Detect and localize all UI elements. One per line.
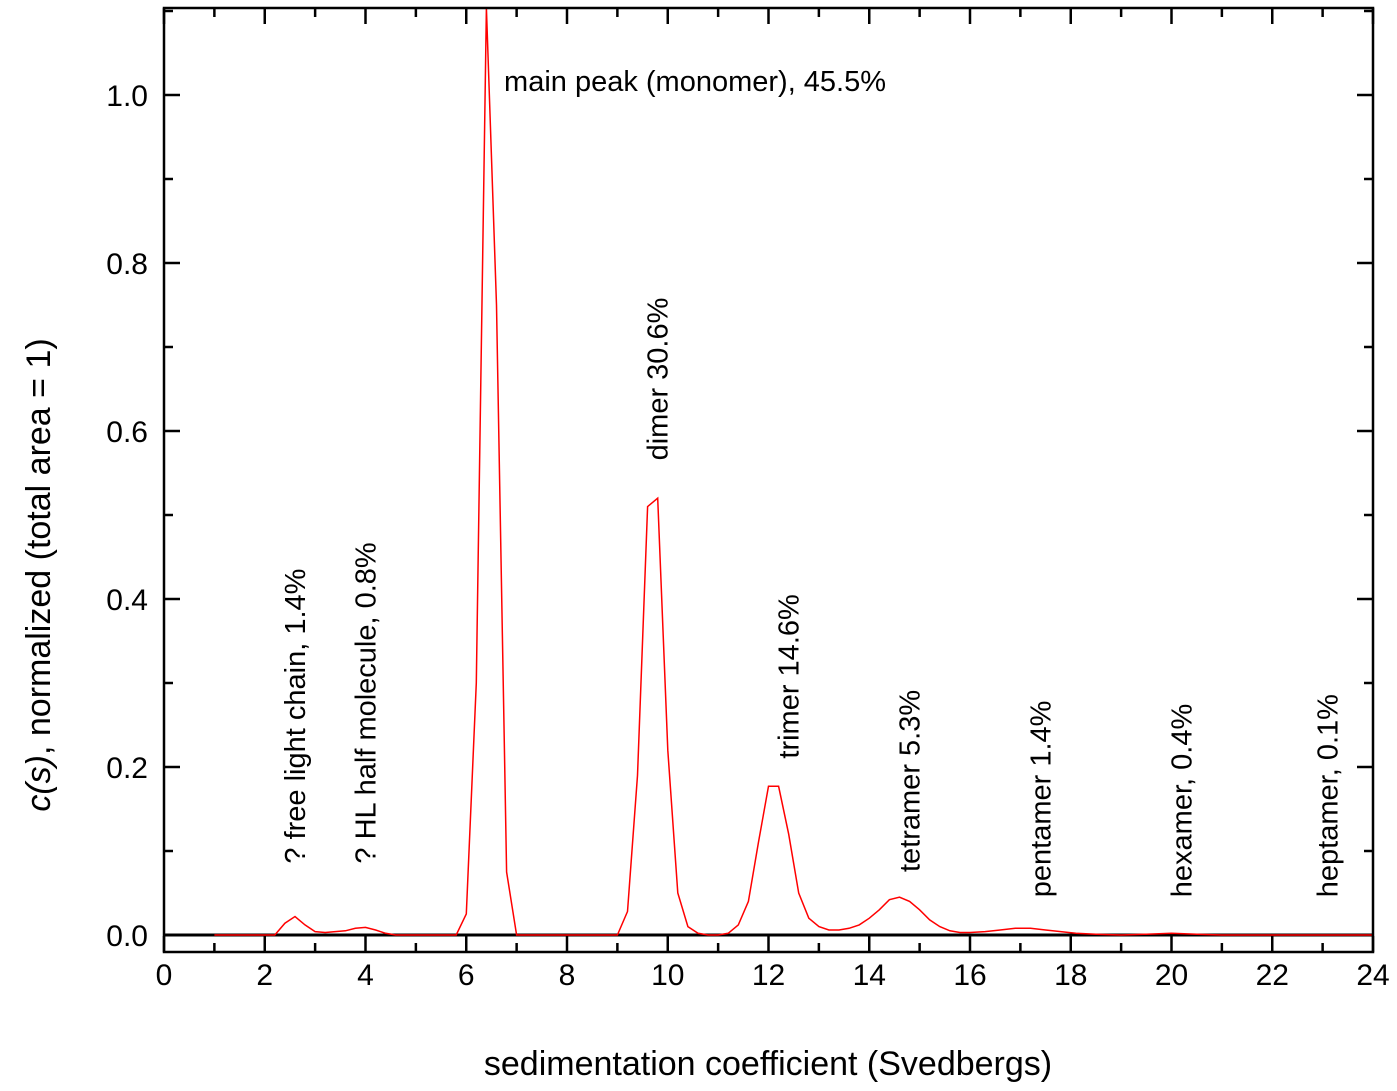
peak-annotations: main peak (monomer), 45.5% ? free light c… — [280, 66, 1345, 897]
y-tick-label: 0.0 — [106, 920, 148, 953]
x-tick-label: 20 — [1155, 959, 1188, 992]
peak-annotation: dimer 30.6% — [643, 298, 675, 461]
y-tick-label: 0.4 — [106, 584, 148, 617]
peak-annotation: ? free light chain, 1.4% — [280, 569, 312, 864]
y-axis-label-rest: , normalized (total area = 1) — [20, 338, 58, 755]
series-line — [214, 7, 1373, 936]
y-tick-label: 0.6 — [106, 416, 148, 449]
y-axis-label-italic: c(s) — [20, 755, 58, 812]
peak-annotation: pentamer 1.4% — [1026, 701, 1058, 898]
peak-annotation: tetramer 5.3% — [895, 690, 927, 872]
x-tick-label: 12 — [752, 959, 785, 992]
x-tick-label: 24 — [1356, 959, 1389, 992]
peak-annotation: trimer 14.6% — [774, 594, 806, 758]
y-tick-label: 0.2 — [106, 752, 148, 785]
y-axis-label: c(s), normalized (total area = 1) — [20, 338, 58, 811]
x-tick-label: 2 — [256, 959, 273, 992]
x-tick-label: 16 — [953, 959, 986, 992]
x-tick-label: 0 — [156, 959, 173, 992]
x-tick-label: 4 — [357, 959, 374, 992]
y-tick-label: 1.0 — [106, 80, 148, 113]
axis-ticks — [162, 8, 1375, 952]
peak-annotation: hexamer, 0.4% — [1167, 704, 1199, 897]
peak-annotation: heptamer, 0.1% — [1313, 694, 1345, 897]
plot-frame — [162, 6, 1375, 954]
x-tick-label: 22 — [1256, 959, 1289, 992]
peak-annotation: main peak (monomer), 45.5% — [504, 66, 886, 98]
x-tick-label: 6 — [458, 959, 475, 992]
y-tick-label: 0.8 — [106, 248, 148, 281]
x-tick-label: 18 — [1054, 959, 1087, 992]
x-tick-label: 8 — [559, 959, 576, 992]
peak-annotation: ? HL half molecule, 0.8% — [351, 542, 383, 863]
x-tick-label: 14 — [853, 959, 886, 992]
tick-labels: 0 2 4 6 8 10 12 14 16 18 20 22 240.00.20.40.60.81.0 — [106, 80, 1389, 992]
x-tick-label: 10 — [651, 959, 684, 992]
x-axis-label: sedimentation coefficient (Svedbergs) — [484, 1045, 1052, 1083]
